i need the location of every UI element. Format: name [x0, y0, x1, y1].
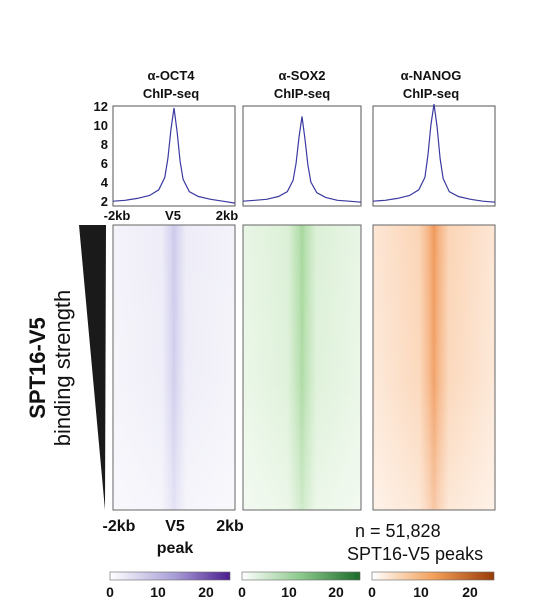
profile-ytick-label: 10 — [94, 118, 108, 133]
heatmap-0-frame — [112, 224, 236, 511]
profile-y-axis: 12 10 8 6 4 2 — [94, 99, 109, 209]
heatmap-xlabel: peak — [157, 540, 194, 557]
colorbar-0-bar — [109, 571, 231, 581]
ylabel-line-2: binding strength — [50, 290, 75, 447]
profile-ytick-label: 12 — [94, 99, 108, 114]
profile-line-2 — [372, 104, 496, 203]
colorbar-tick-label: 10 — [413, 584, 429, 600]
profile-xtick-label-right: 2kb — [216, 208, 238, 223]
panel-title-2-line-2: ChIP-seq — [403, 86, 459, 101]
profile-xtick-label-center: V5 — [165, 208, 181, 223]
colorbar-tick-label: 20 — [462, 584, 478, 600]
annotation-count: n = 51,828 — [355, 521, 441, 541]
heatmap-xtick-label-center: V5 — [165, 518, 185, 535]
colorbar-tick-label: 0 — [238, 584, 246, 600]
profile-ytick-label: 8 — [101, 137, 108, 152]
panel-title-0-line-2: ChIP-seq — [143, 86, 199, 101]
annotation-label: SPT16-V5 peaks — [347, 544, 483, 564]
panel-title-1-line-2: ChIP-seq — [274, 86, 330, 101]
profile-xtick-label-left: -2kb — [104, 208, 131, 223]
colorbar-tick-label: 10 — [150, 584, 166, 600]
colorbar-tick-label: 20 — [198, 584, 214, 600]
binding-strength-wedge — [79, 225, 106, 510]
colorbar-tick-label: 0 — [106, 584, 114, 600]
panel-title-2-line-1: α-NANOG — [401, 68, 462, 83]
profile-frame-1 — [242, 105, 362, 207]
colorbar-tick-label: 20 — [328, 584, 344, 600]
heatmap-2 — [372, 224, 496, 511]
colorbar-tick-label: 0 — [368, 584, 376, 600]
profile-ytick-label: 4 — [101, 175, 109, 190]
heatmap-xtick-label-right: 2kb — [216, 518, 244, 535]
panel-title-0-line-1: α-OCT4 — [148, 68, 196, 83]
ylabel-line-1: SPT16-V5 — [25, 317, 50, 419]
panel-title-1-line-1: α-SOX2 — [278, 68, 325, 83]
colorbar-2: 0 10 20 — [368, 571, 495, 600]
colorbar-1: 0 10 20 — [238, 571, 361, 600]
profile-frame-2 — [372, 105, 496, 207]
colorbar-1-bar — [241, 571, 361, 581]
colorbar-tick-label: 10 — [281, 584, 297, 600]
heatmap-0-fade — [113, 225, 235, 510]
profile-line-1 — [242, 116, 362, 203]
profile-ytick-label: 6 — [101, 156, 108, 171]
profile-ytick-label: 2 — [101, 194, 108, 209]
heatmap-0 — [112, 224, 236, 511]
colorbar-0: 0 10 20 — [106, 571, 231, 600]
heatmap-1 — [242, 224, 362, 511]
colorbar-2-bar — [371, 571, 495, 581]
profile-frame-0 — [112, 105, 236, 207]
heatmap-1-frame — [242, 224, 362, 511]
heatmap-xtick-label-left: -2kb — [103, 518, 136, 535]
heatmap-2-frame — [372, 224, 496, 511]
heatmap-2-fade — [373, 225, 495, 510]
heatmap-1-fade — [243, 225, 361, 510]
profile-line-0 — [112, 107, 236, 204]
